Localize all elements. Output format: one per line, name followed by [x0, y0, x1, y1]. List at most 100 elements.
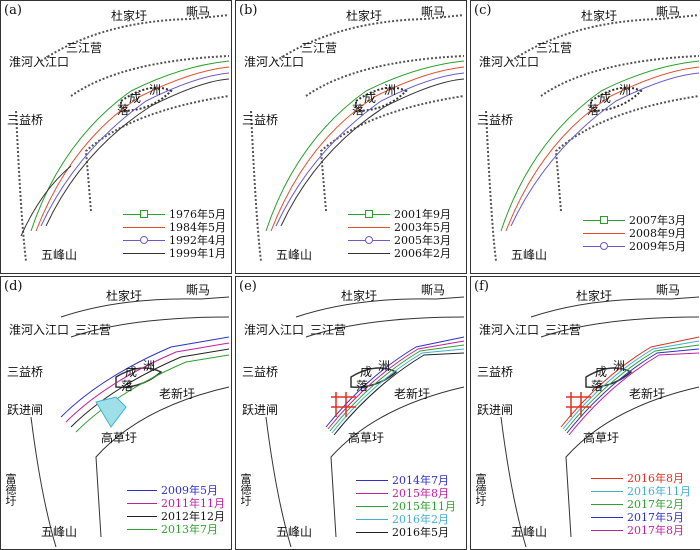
legend-item: 2017年5月	[591, 510, 691, 524]
map-panel-d: (d) 杜家圩 嘶马 淮河入江口 三江营 三益桥 成 洲 落 老新圩 跃进闸 高…	[0, 276, 232, 550]
place-luo: 落	[591, 379, 604, 393]
map-panel-a: (a) 杜家圩 嘶马 三江营 淮河入江口 三益桥 成 洲 落 五峰山 1976年…	[0, 0, 232, 274]
legend-e: 2014年7月 2015年8月 2015年11月 2016年2月 2016年5月	[356, 473, 456, 539]
legend-item: 2016年5月	[356, 525, 456, 539]
place-dujiawei: 杜家圩	[581, 9, 618, 23]
place-cheng: 成	[595, 365, 608, 379]
panel-label: (c)	[474, 3, 492, 18]
place-huaihe-estuary: 淮河入江口	[479, 55, 540, 69]
legend-item: 1976年5月	[123, 207, 226, 221]
legend-item: 2005年3月	[348, 233, 451, 247]
place-sanjiangying: 三江营	[536, 41, 573, 55]
place-sima: 嘶马	[421, 5, 446, 19]
place-wufengshan: 五峰山	[41, 525, 78, 539]
legend-item: 1999年1月	[123, 246, 226, 260]
place-cheng: 成	[125, 365, 138, 379]
map-panel-c: (c) 杜家圩 嘶马 三江营 淮河入江口 三益桥 成 洲 落 五峰山 2007年…	[470, 0, 700, 274]
place-sanjiangying: 三江营	[66, 41, 103, 55]
place-laoxinwei: 老新圩	[159, 387, 196, 401]
legend-item: 2015年8月	[356, 486, 456, 500]
place-luo: 落	[121, 379, 134, 393]
place-sima: 嘶马	[421, 283, 446, 297]
place-luo: 落	[587, 103, 600, 117]
map-panel-b: (b) 杜家圩 嘶马 三江营 淮河入江口 三益桥 成 洲 落 五峰山 2001年…	[235, 0, 467, 274]
legend-item: 2008年9月	[583, 226, 686, 240]
legend-item: 2003年5月	[348, 220, 451, 234]
place-wufengshan: 五峰山	[276, 525, 313, 539]
place-huaihe-estuary: 淮河入江口	[9, 323, 70, 337]
place-dujiawei: 杜家圩	[106, 289, 143, 303]
panel-label: (f)	[474, 279, 489, 294]
legend-item: 2001年9月	[348, 207, 451, 221]
legend-item: 2009年5月	[127, 483, 225, 497]
place-sanyiqiao: 三益桥	[242, 113, 279, 127]
legend-item: 2017年8月	[591, 523, 691, 537]
place-huaihe-estuary: 淮河入江口	[479, 323, 540, 337]
panel-label: (b)	[239, 3, 258, 18]
place-dujiawei: 杜家圩	[341, 289, 378, 303]
map-svg-d	[30, 296, 230, 548]
panel-label: (e)	[239, 279, 257, 294]
place-cheng: 成	[129, 91, 142, 105]
place-huaihe-estuary: 淮河入江口	[244, 323, 305, 337]
place-sanyiqiao: 三益桥	[477, 113, 514, 127]
place-zhou: 洲	[143, 359, 156, 373]
legend-item: 2007年3月	[583, 213, 686, 227]
place-dujiawei: 杜家圩	[346, 9, 383, 23]
legend-item: 1992年4月	[123, 233, 226, 247]
place-sima: 嘶马	[656, 5, 681, 19]
place-yuejinzha: 跃进闸	[477, 403, 514, 417]
place-huaihe-estuary: 淮河入江口	[9, 55, 70, 69]
place-sima: 嘶马	[656, 283, 681, 297]
place-fudewei: 富德圩	[4, 473, 17, 506]
place-zhou: 洲	[613, 359, 626, 373]
legend-c: 2007年3月 2008年9月 2009年5月	[583, 213, 686, 253]
place-fudewei: 富德圩	[474, 473, 487, 506]
place-dujiawei: 杜家圩	[111, 9, 148, 23]
place-dujiawei: 杜家圩	[576, 289, 613, 303]
legend-item: 2016年2月	[356, 512, 456, 526]
legend-d: 2009年5月 2011年11月 2012年12月 2013年7月	[127, 483, 225, 536]
place-zhou: 洲	[619, 83, 632, 97]
legend-item: 2016年11月	[591, 484, 691, 498]
place-sima: 嘶马	[186, 283, 211, 297]
map-svg-b	[250, 14, 465, 262]
place-wufengshan: 五峰山	[276, 248, 313, 262]
legend-item: 2006年2月	[348, 246, 451, 260]
place-gaocaowei: 高草圩	[101, 431, 138, 445]
place-zhou: 洲	[378, 359, 391, 373]
legend-b: 2001年9月 2003年5月 2005年3月 2006年2月	[348, 207, 451, 260]
place-cheng: 成	[364, 91, 377, 105]
place-fudewei: 富德圩	[239, 473, 252, 506]
map-svg-c	[485, 14, 700, 262]
place-yuejinzha: 跃进闸	[242, 403, 279, 417]
place-zhou: 洲	[384, 83, 397, 97]
map-panel-e: (e) 杜家圩 嘶马 淮河入江口 三江营 三益桥 成 洲 落 老新圩 跃进闸 高…	[235, 276, 467, 550]
legend-item: 2015年11月	[356, 499, 456, 513]
place-yuejinzha: 跃进闸	[7, 403, 44, 417]
map-svg-f	[500, 296, 700, 548]
place-laoxinwei: 老新圩	[394, 387, 431, 401]
legend-a: 1976年5月 1984年5月 1992年4月 1999年1月	[123, 207, 226, 260]
place-sanyiqiao: 三益桥	[242, 365, 279, 379]
legend-item: 2016年8月	[591, 471, 691, 485]
place-luo: 落	[356, 379, 369, 393]
legend-item: 2017年2月	[591, 497, 691, 511]
place-laoxinwei: 老新圩	[629, 387, 666, 401]
place-sanjiangying: 三江营	[310, 323, 347, 337]
map-svg-e	[265, 296, 465, 548]
map-panel-f: (f) 杜家圩 嘶马 淮河入江口 三江营 三益桥 成 洲 落 老新圩 跃进闸 高…	[470, 276, 700, 550]
place-luo: 落	[117, 103, 130, 117]
panel-label: (a)	[4, 3, 22, 18]
place-cheng: 成	[360, 365, 373, 379]
place-sanyiqiao: 三益桥	[477, 365, 514, 379]
legend-item: 1984年5月	[123, 220, 226, 234]
legend-item: 2012年12月	[127, 509, 225, 523]
place-luo: 落	[352, 103, 365, 117]
place-sanyiqiao: 三益桥	[7, 365, 44, 379]
legend-item: 2014年7月	[356, 473, 456, 487]
place-gaocaowei: 高草圩	[348, 431, 385, 445]
place-sanyiqiao: 三益桥	[7, 113, 44, 127]
place-sanjiangying: 三江营	[75, 323, 112, 337]
legend-item: 2011年11月	[127, 496, 225, 510]
